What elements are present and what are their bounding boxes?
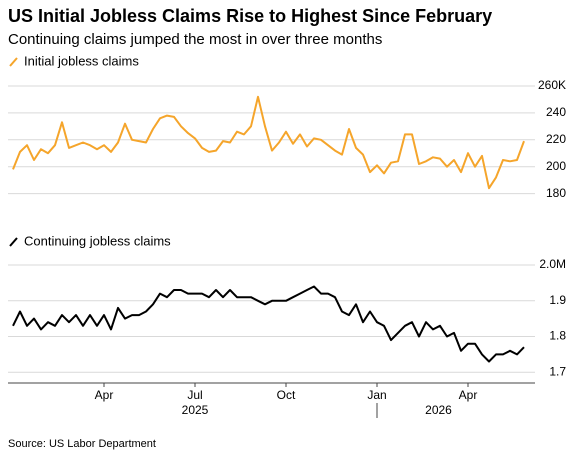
y-tick-label: 220 <box>546 132 566 146</box>
y-tick-label: 240 <box>546 105 566 119</box>
legend-label: Continuing jobless claims <box>24 233 171 248</box>
source: Source: US Labor Department <box>8 438 156 450</box>
y-tick-label: 260K <box>538 78 566 92</box>
y-tick-label: 1.7 <box>549 364 566 378</box>
legend-swatch <box>9 57 18 67</box>
x-tick-label: Jul <box>187 388 202 402</box>
x-tick-label: Apr <box>459 388 478 402</box>
data-line <box>12 285 525 363</box>
year-label: 2026 <box>425 403 452 417</box>
y-tick-label: 200 <box>546 159 566 173</box>
year-label: 2025 <box>182 403 209 417</box>
data-line <box>12 95 525 190</box>
y-tick-label: 1.9 <box>549 293 566 307</box>
chart-title: US Initial Jobless Claims Rise to Highes… <box>8 6 492 26</box>
x-tick-label: Jan <box>367 388 386 402</box>
y-tick-label: 2.0M <box>539 257 566 271</box>
x-tick-label: Apr <box>95 388 114 402</box>
y-tick-label: 1.8 <box>549 329 566 343</box>
legend-swatch <box>9 237 18 247</box>
legend-label: Initial jobless claims <box>24 53 139 68</box>
chart-subtitle: Continuing claims jumped the most in ove… <box>8 31 382 48</box>
y-tick-label: 180 <box>546 186 566 200</box>
x-tick-label: Oct <box>277 388 296 402</box>
